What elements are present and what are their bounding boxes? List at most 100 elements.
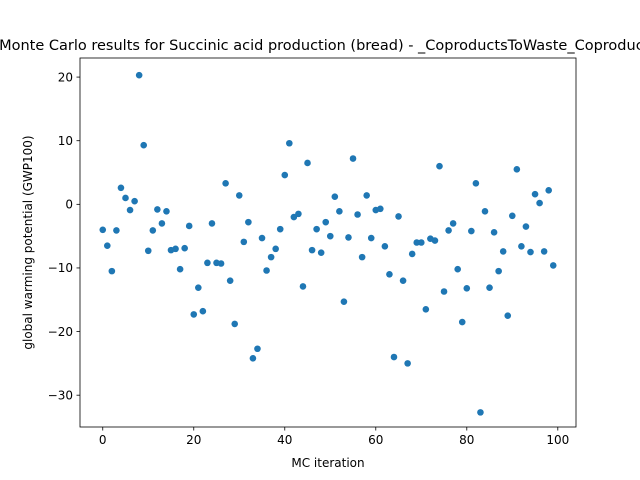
x-tick-label: 100: [546, 433, 569, 447]
data-point: [113, 227, 120, 234]
data-point: [499, 248, 507, 255]
y-tick-label: 20: [58, 70, 73, 84]
data-point: [308, 246, 316, 254]
data-point: [540, 248, 548, 255]
data-point: [254, 345, 261, 353]
data-point: [267, 253, 275, 261]
chart-title: Monte Carlo results for Succinic acid pr…: [0, 38, 640, 54]
data-point: [508, 212, 516, 220]
data-point: [272, 245, 279, 253]
data-point: [158, 220, 166, 227]
data-point: [195, 284, 202, 291]
y-tick-label: 10: [58, 134, 73, 148]
data-point: [504, 312, 512, 319]
data-point: [181, 244, 188, 252]
data-point: [99, 226, 107, 234]
data-point: [486, 284, 493, 291]
data-point: [545, 187, 552, 194]
data-point: [217, 260, 225, 267]
data-point: [422, 306, 430, 313]
data-point: [245, 218, 252, 226]
data-point: [135, 71, 143, 79]
data-point: [458, 318, 466, 326]
data-point: [454, 265, 461, 273]
data-point: [436, 162, 443, 170]
data-point: [322, 218, 330, 226]
data-point: [176, 265, 184, 273]
data-point: [549, 262, 557, 269]
data-point: [240, 238, 248, 246]
data-point: [358, 253, 366, 261]
data-point: [381, 243, 389, 250]
data-point: [481, 208, 489, 215]
x-tick-label: 40: [277, 433, 292, 447]
data-point: [204, 259, 211, 267]
data-point: [222, 180, 229, 187]
data-point: [445, 227, 452, 234]
data-point: [413, 239, 421, 246]
data-point: [390, 353, 398, 361]
data-point: [386, 271, 393, 278]
data-point: [363, 192, 370, 199]
data-point: [472, 180, 480, 187]
data-point: [317, 249, 325, 256]
data-points: [99, 71, 557, 416]
data-point: [468, 227, 475, 235]
data-point: [395, 213, 402, 220]
data-point: [154, 206, 161, 213]
data-point: [140, 141, 148, 149]
data-point: [226, 277, 234, 284]
data-point: [331, 193, 339, 200]
data-point: [235, 192, 243, 199]
y-tick-label: −20: [48, 325, 73, 339]
data-point: [440, 288, 448, 295]
y-tick-label: 0: [65, 198, 73, 212]
data-point: [536, 199, 543, 207]
data-point: [449, 220, 457, 227]
x-axis-ticks: 0 20 40 60 80 100: [99, 427, 569, 447]
data-point: [522, 223, 530, 230]
data-point: [431, 237, 439, 244]
data-point: [199, 307, 207, 315]
data-point: [144, 247, 152, 255]
data-point: [276, 225, 284, 233]
data-point: [417, 239, 425, 246]
data-point: [340, 298, 348, 305]
x-tick-label: 0: [99, 433, 107, 447]
y-tick-label: −30: [48, 388, 73, 402]
y-axis-ticks: −30 −20 −10 0 10 20: [48, 70, 80, 402]
data-point: [108, 267, 116, 275]
data-point: [518, 243, 525, 250]
x-tick-label: 60: [368, 433, 383, 447]
data-point: [349, 155, 357, 162]
data-point: [122, 194, 129, 202]
data-point: [399, 277, 407, 284]
data-point: [299, 283, 307, 290]
data-point: [126, 206, 134, 214]
data-point: [477, 409, 484, 416]
x-tick-label: 20: [186, 433, 201, 447]
data-point: [367, 234, 375, 242]
data-point: [172, 245, 179, 253]
data-point: [408, 250, 416, 258]
data-point: [149, 227, 157, 234]
data-point: [190, 311, 198, 318]
data-point: [304, 159, 311, 167]
plot-area: [80, 58, 576, 427]
data-point: [249, 354, 257, 362]
data-point: [404, 360, 411, 367]
data-point: [513, 166, 521, 173]
data-point: [131, 197, 138, 205]
data-point: [313, 225, 320, 233]
data-point: [326, 232, 334, 240]
x-tick-label: 80: [459, 433, 474, 447]
x-axis-label: MC iteration: [291, 456, 364, 470]
data-point: [495, 267, 502, 275]
y-axis-label: global warming potential (GWP100): [21, 135, 35, 349]
data-point: [208, 220, 216, 227]
data-point: [336, 208, 343, 215]
data-point: [163, 208, 170, 215]
data-point: [345, 234, 352, 241]
data-point: [185, 222, 193, 230]
